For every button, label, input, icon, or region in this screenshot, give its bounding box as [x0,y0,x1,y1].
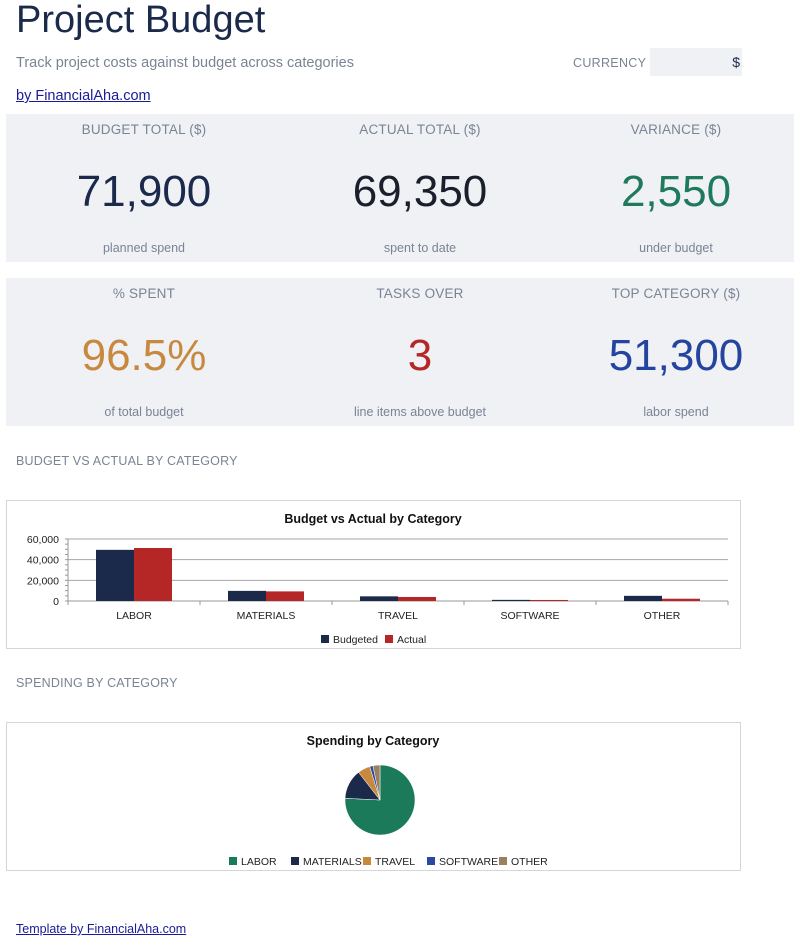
pie-chart: Spending by Category LABOR MATERIALS TRAVEL… [229,734,548,868]
bar-section-heading: BUDGET VS ACTUAL BY CATEGORY [16,454,238,468]
kpi-label: TOP CATEGORY ($) [611,286,741,301]
kpi-value: 69,350 [352,167,488,216]
x-tick-label: SOFTWARE [500,610,559,622]
legend-swatch [499,857,507,865]
legend-swatch [427,857,435,865]
currency-field[interactable]: $ [650,48,742,76]
kpi-subtext: labor spend [643,405,709,419]
kpi-tasks-over: TASKS OVER 3 line items above budget [320,278,520,426]
currency-label: CURRENCY [573,56,647,70]
legend-label: Actual [397,634,426,646]
bar-actual [662,598,700,601]
legend-label: LABOR [241,856,277,868]
kpi-top-category: TOP CATEGORY ($) 51,300 labor spend [576,278,776,426]
kpi-variance: VARIANCE ($) 2,550 under budget [576,114,776,262]
template-credit-link[interactable]: Template by FinancialAha.com [16,922,187,936]
pie-section-heading: SPENDING BY CATEGORY [16,676,178,690]
bar-chart: Budget vs Actual by Category 0 20,000 40,00… [27,512,729,646]
kpi-label: VARIANCE ($) [630,122,722,137]
kpi-budget-total: BUDGET TOTAL ($) 71,900 planned spend [44,114,244,262]
bar-actual [398,596,436,601]
x-tick-label: MATERIALS [237,610,296,622]
kpi-row-2: % SPENT 96.5% of total budget TASKS OVER… [6,278,794,426]
bar-chart-title: Budget vs Actual by Category [284,512,461,526]
legend-label: OTHER [511,856,548,868]
kpi-actual-total: ACTUAL TOTAL ($) 69,350 spent to date [320,114,520,262]
kpi-percent-spent: % SPENT 96.5% of total budget [44,278,244,426]
y-tick-label: 60,000 [27,534,59,546]
kpi-value: 2,550 [620,167,732,216]
kpi-subtext: of total budget [104,405,184,419]
bar-budgeted [96,549,134,601]
kpi-label: ACTUAL TOTAL ($) [359,122,481,137]
kpi-row-1: BUDGET TOTAL ($) 71,900 planned spend AC… [6,114,794,262]
legend-label: Budgeted [333,634,378,646]
kpi-value: 51,300 [608,331,744,380]
legend-swatch [363,857,371,865]
kpi-value: 71,900 [76,167,212,216]
kpi-subtext: line items above budget [353,405,487,419]
legend-label: MATERIALS [303,856,362,868]
page-title: Project Budget [16,0,266,41]
pie-chart-panel: Spending by Category LABOR MATERIALS TRAVEL… [6,722,741,871]
pie-chart-title: Spending by Category [307,734,440,748]
legend-swatch [291,857,299,865]
legend-label: TRAVEL [375,856,415,868]
bar-actual [530,599,568,601]
x-tick-label: LABOR [116,610,152,622]
legend-swatch [321,635,329,643]
bar-actual [134,547,172,601]
y-tick-label: 20,000 [27,575,59,587]
legend-label: SOFTWARE [439,856,498,868]
kpi-value: 96.5% [81,331,207,380]
page-subtitle: Track project costs against budget acros… [16,55,354,71]
kpi-subtext: under budget [639,241,713,255]
kpi-label: BUDGET TOTAL ($) [81,122,207,137]
kpi-value: 3 [407,331,433,380]
x-tick-label: TRAVEL [378,610,418,622]
y-tick-label: 40,000 [27,555,59,567]
kpi-subtext: planned spend [102,241,186,255]
y-tick-label: 0 [53,596,59,608]
kpi-label: TASKS OVER [376,286,464,301]
bar-chart-panel: Budget vs Actual by Category 0 20,000 40,00… [6,500,741,649]
x-tick-label: OTHER [644,610,681,622]
bar-budgeted [492,599,530,601]
kpi-subtext: spent to date [383,241,457,255]
bar-budgeted [360,596,398,601]
legend-swatch [229,857,237,865]
bar-actual [266,591,304,601]
legend-swatch [385,635,393,643]
bar-budgeted [624,595,662,601]
bar-budgeted [228,590,266,601]
pie-slice-other [372,764,381,801]
kpi-label: % SPENT [112,286,176,301]
financialaha-link[interactable]: by FinancialAha.com [16,88,151,104]
